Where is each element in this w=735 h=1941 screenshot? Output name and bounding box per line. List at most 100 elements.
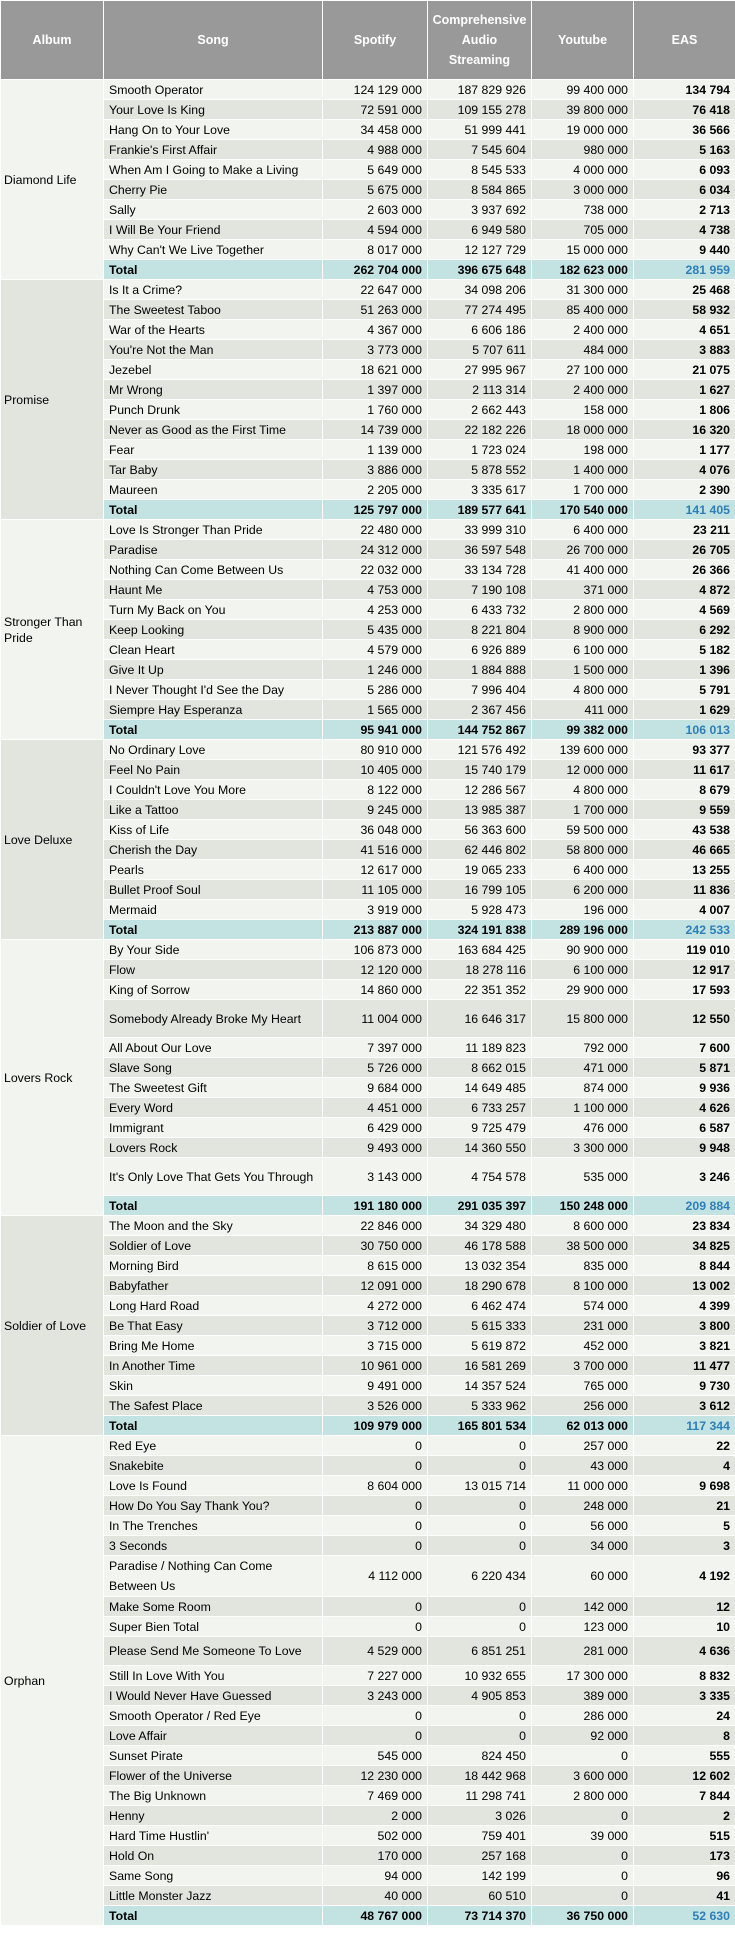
spotify-cell: 545 000	[322, 1745, 428, 1766]
youtube-cell: 411 000	[531, 699, 634, 720]
song-title-cell: King of Sorrow	[103, 979, 323, 1000]
song-title-cell: Immigrant	[103, 1117, 323, 1138]
song-title-cell: Love Is Stronger Than Pride	[103, 519, 323, 540]
eas-cell: 2	[633, 1805, 735, 1826]
eas-cell: 3 821	[633, 1335, 735, 1356]
cas-cell: 0	[427, 1705, 532, 1726]
cas-cell: 5 878 552	[427, 459, 532, 480]
spotify-cell: 7 397 000	[322, 1037, 428, 1058]
youtube-cell: 248 000	[531, 1495, 634, 1516]
cas-cell: 0	[427, 1725, 532, 1746]
youtube-cell: 371 000	[531, 579, 634, 600]
cas-cell: 60 510	[427, 1885, 532, 1906]
eas-cell: 10	[633, 1616, 735, 1637]
spotify-cell: 124 129 000	[322, 79, 428, 100]
cas-cell: 5 928 473	[427, 899, 532, 920]
spotify-cell: 1 565 000	[322, 699, 428, 720]
eas-cell: 4 192	[633, 1555, 735, 1597]
eas-cell: 21 075	[633, 359, 735, 380]
spotify-cell: 4 451 000	[322, 1097, 428, 1118]
spotify-cell: 18 621 000	[322, 359, 428, 380]
total-row: Total 95 941 000 144 752 867 99 382 000 106 …	[1, 719, 735, 740]
spotify-cell: 8 615 000	[322, 1255, 428, 1276]
youtube-cell: 6 100 000	[531, 639, 634, 660]
eas-cell: 11 836	[633, 879, 735, 900]
cas-cell: 2 367 456	[427, 699, 532, 720]
cas-cell: 2 662 443	[427, 399, 532, 420]
eas-cell: 9 948	[633, 1137, 735, 1158]
youtube-cell: 4 000 000	[531, 159, 634, 180]
total-row: Total 213 887 000 324 191 838 289 196 000 24…	[1, 919, 735, 940]
cas-cell: 0	[427, 1616, 532, 1637]
spotify-cell: 1 139 000	[322, 439, 428, 460]
table-row: Clean Heart 4 579 000 6 926 889 6 100 000 5 …	[1, 639, 735, 660]
table-row: Feel No Pain 10 405 000 15 740 179 12 000 0…	[1, 759, 735, 780]
spotify-cell: 12 617 000	[322, 859, 428, 880]
cas-cell: 22 351 352	[427, 979, 532, 1000]
spotify-cell: 3 886 000	[322, 459, 428, 480]
table-row: Be That Easy 3 712 000 5 615 333 231 000 3 8…	[1, 1315, 735, 1336]
youtube-cell: 59 500 000	[531, 819, 634, 840]
eas-cell: 515	[633, 1825, 735, 1846]
cas-cell: 13 015 714	[427, 1475, 532, 1496]
cas-cell: 3 335 617	[427, 479, 532, 500]
eas-cell: 2 390	[633, 479, 735, 500]
youtube-cell: 34 000	[531, 1535, 634, 1556]
spotify-cell: 4 253 000	[322, 599, 428, 620]
song-title-cell: Somebody Already Broke My Heart	[103, 999, 323, 1038]
table-row: Soldier of Love 30 750 000 46 178 588 38 50…	[1, 1235, 735, 1256]
spotify-cell: 5 649 000	[322, 159, 428, 180]
youtube-cell: 8 600 000	[531, 1215, 634, 1236]
youtube-cell: 15 000 000	[531, 239, 634, 260]
table-row: Stronger Than Pride Love Is Stronger Than…	[0, 519, 735, 740]
table-row: In The Trenches 0 0 56 000 5	[1, 1515, 735, 1536]
total-row: Total 191 180 000 291 035 397 150 248 000 20…	[1, 1195, 735, 1216]
cas-cell: 187 829 926	[427, 79, 532, 100]
table-row: Please Send Me Someone To Love 4 529 000 6…	[1, 1636, 735, 1666]
cas-cell: 4 905 853	[427, 1685, 532, 1706]
cas-cell: 3 026	[427, 1805, 532, 1826]
total-label: Total	[103, 499, 323, 520]
eas-cell: 26 705	[633, 539, 735, 560]
youtube-cell: 874 000	[531, 1077, 634, 1098]
spotify-cell: 14 860 000	[322, 979, 428, 1000]
cas-cell: 824 450	[427, 1745, 532, 1766]
song-title-cell: Snakebite	[103, 1455, 323, 1476]
header-row: Album Song Spotify Comprehensive Audio S…	[0, 0, 735, 80]
eas-cell: 3 883	[633, 339, 735, 360]
table-row: Long Hard Road 4 272 000 6 462 474 574 000 4…	[1, 1295, 735, 1316]
song-title-cell: No Ordinary Love	[103, 739, 323, 760]
youtube-cell: 0	[531, 1845, 634, 1866]
song-title-cell: Nothing Can Come Between Us	[103, 559, 323, 580]
table-row: In Another Time 10 961 000 16 581 269 3 700…	[1, 1355, 735, 1376]
youtube-cell: 4 800 000	[531, 779, 634, 800]
table-row: The Safest Place 3 526 000 5 333 962 256 00…	[1, 1395, 735, 1416]
total-spotify: 48 767 000	[322, 1905, 428, 1926]
table-row: Give It Up 1 246 000 1 884 888 1 500 000 1 3…	[1, 659, 735, 680]
song-title-cell: Same Song	[103, 1865, 323, 1886]
youtube-cell: 705 000	[531, 219, 634, 240]
cas-cell: 11 298 741	[427, 1785, 532, 1806]
table-row: Maureen 2 205 000 3 335 617 1 700 000 2 390	[1, 479, 735, 500]
total-youtube: 99 382 000	[531, 719, 634, 740]
song-title-cell: Soldier of Love	[103, 1235, 323, 1256]
song-title-cell: Clean Heart	[103, 639, 323, 660]
table-row: Siempre Hay Esperanza 1 565 000 2 367 456 4…	[1, 699, 735, 720]
eas-cell: 12	[633, 1596, 735, 1617]
eas-cell: 12 917	[633, 959, 735, 980]
youtube-cell: 286 000	[531, 1705, 634, 1726]
song-title-cell: Slave Song	[103, 1057, 323, 1078]
youtube-cell: 0	[531, 1745, 634, 1766]
song-title-cell: You're Not the Man	[103, 339, 323, 360]
table-row: Keep Looking 5 435 000 8 221 804 8 900 000 6…	[1, 619, 735, 640]
eas-cell: 4 569	[633, 599, 735, 620]
song-title-cell: Hard Time Hustlin'	[103, 1825, 323, 1846]
song-title-cell: Flow	[103, 959, 323, 980]
spotify-cell: 5 435 000	[322, 619, 428, 640]
youtube-cell: 139 600 000	[531, 739, 634, 760]
eas-cell: 24	[633, 1705, 735, 1726]
cas-cell: 5 615 333	[427, 1315, 532, 1336]
youtube-cell: 43 000	[531, 1455, 634, 1476]
cas-cell: 16 581 269	[427, 1355, 532, 1376]
eas-cell: 12 602	[633, 1765, 735, 1786]
